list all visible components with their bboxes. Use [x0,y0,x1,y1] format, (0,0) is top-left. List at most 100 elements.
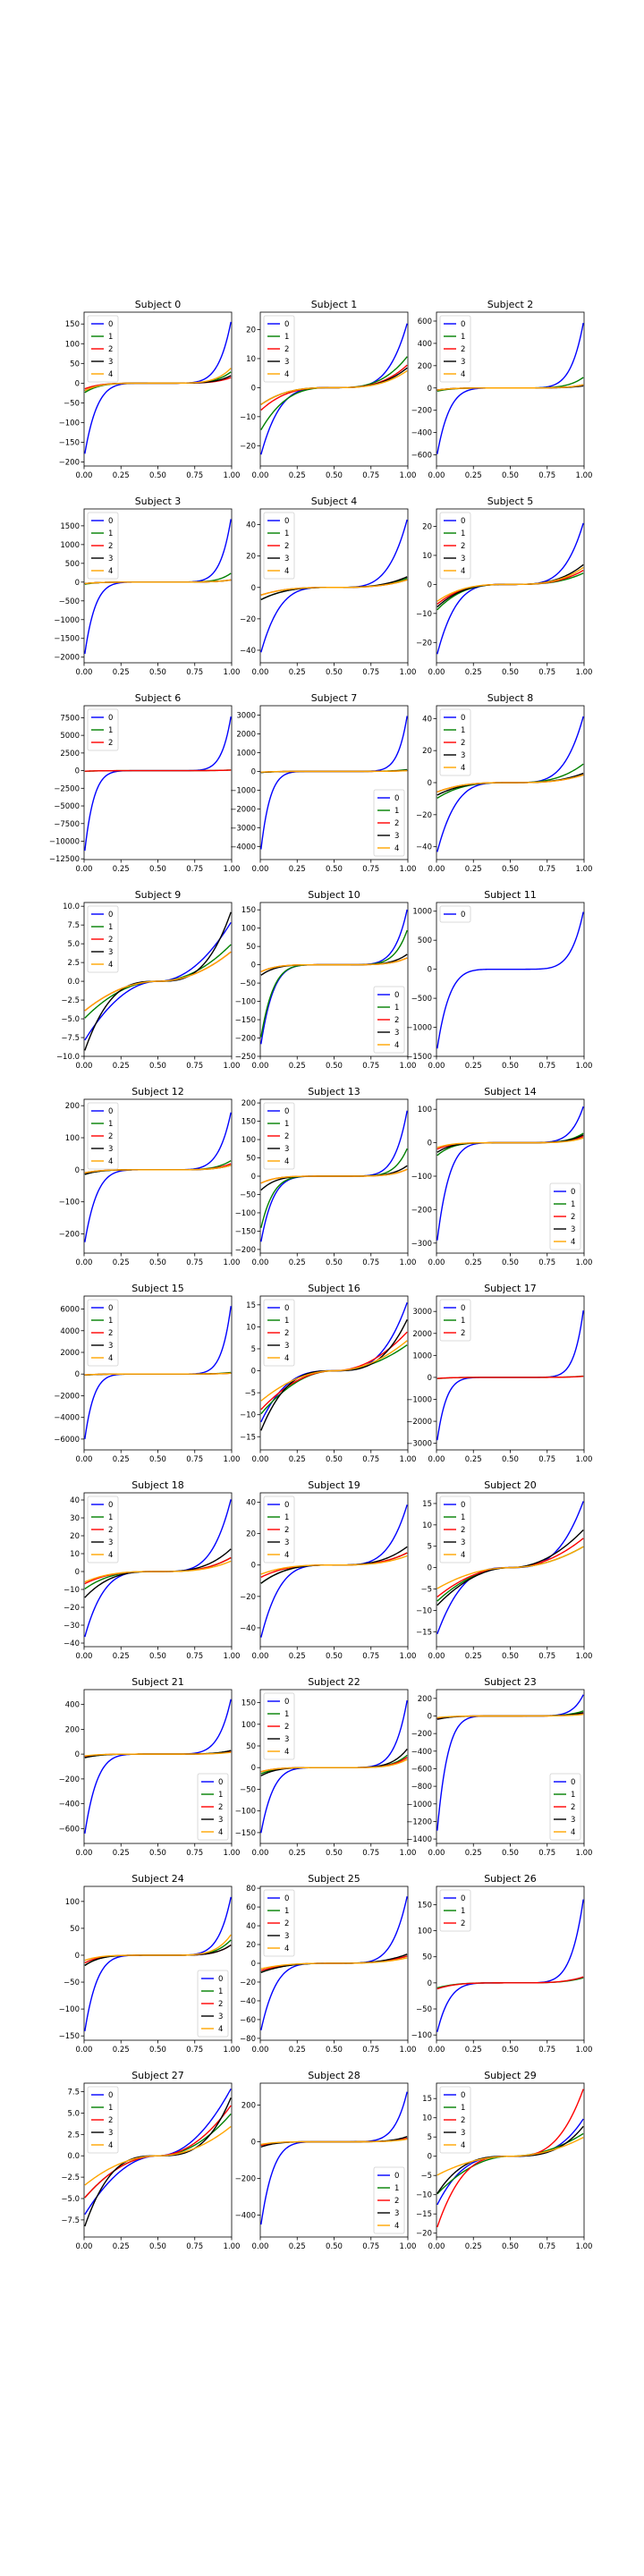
y-tick-label: 20 [246,553,256,562]
subplot-14: Subject 14 0.00 0.25 0.50 0.75 1.00 −300 −200 −1… [411,1086,593,1267]
legend: 0 1 2 3 4 [263,1889,295,1957]
y-tick-label: −1000 [406,1801,432,1809]
legend-label-0: 0 [108,1107,113,1116]
legend-label-1: 1 [394,2184,399,2193]
y-tick-label: −15 [240,1433,256,1442]
x-tick-label: 0.25 [113,1849,130,1858]
y-tick-label: −150 [59,439,80,448]
subplot-title: Subject 28 [308,2070,360,2081]
series-line-4 [260,1957,408,1970]
y-tick-label: 0 [75,767,80,776]
subplot-title: Subject 20 [484,1479,537,1491]
legend-label-2: 2 [394,2197,399,2206]
series-line-4 [260,1758,408,1773]
y-tick-label: 5 [251,1345,256,1354]
x-tick-label: 0.25 [289,1849,306,1858]
y-tick-label: −2500 [54,784,80,793]
y-tick-label: −2000 [230,805,256,814]
y-tick-label: 30 [70,1514,80,1523]
y-tick-label: −50 [64,1979,80,1987]
legend-label-4: 4 [461,567,465,576]
y-tick-label: −50 [240,1785,256,1794]
x-tick-label: 0.00 [252,1455,269,1464]
y-tick-label: −100 [235,1808,256,1817]
y-tick-label: 0.0 [67,2152,80,2161]
x-tick-label: 0.50 [149,471,166,480]
subplot-7: Subject 7 0.00 0.25 0.50 0.75 1.00 −4000 −3000 −… [230,692,416,874]
y-tick-label: 0 [428,2153,432,2162]
legend: 0 1 2 3 4 [263,1692,295,1760]
x-tick-label: 1.00 [576,2242,593,2251]
y-tick-label: 150 [418,1901,432,1910]
x-tick-label: 0.50 [149,2046,166,2055]
x-tick-label: 0.50 [502,865,519,874]
legend-label-0: 0 [461,714,465,723]
subplot-title: Subject 24 [131,1873,184,1885]
y-tick-label: 10 [422,2114,432,2123]
legend-label-0: 0 [394,2172,399,2181]
y-tick-label: 0 [428,1564,432,1573]
series-line-2 [436,1376,584,1379]
series-line-4 [84,368,232,392]
x-tick-label: 0.75 [538,2242,555,2251]
x-tick-label: 0.00 [252,2242,269,2251]
x-tick-label: 1.00 [576,1258,593,1267]
legend: 0 1 2 [439,1889,471,1932]
y-tick-label: 0 [428,779,432,788]
y-tick-label: −10 [416,610,432,619]
subplot-4: Subject 40.00 0.25 0.50 0.75 1.00−40−2002040… [240,496,416,677]
y-tick-label: 200 [418,362,432,371]
y-tick-label: 20 [246,1941,256,1950]
subplot-19: Subject 190.00 0.25 0.50 0.75 1.00−40−200204… [240,1479,416,1661]
subplot-17: Subject 17 0.00 0.25 0.50 0.75 1.00 −3000 −2000… [406,1283,592,1464]
subplot-title: Subject 14 [484,1086,537,1097]
x-tick-label: 0.75 [538,1062,555,1071]
legend-label-3: 3 [394,832,399,841]
y-tick-label: −20 [416,639,432,648]
legend: 0 1 2 3 4 [439,2086,471,2154]
x-tick-label: 0.00 [76,1258,93,1267]
x-tick-label: 0.25 [289,1652,306,1661]
y-tick-label: 0 [251,1562,256,1571]
y-tick-label: −10 [416,1606,432,1615]
x-tick-label: 0.00 [76,1849,93,1858]
legend-label-3: 3 [108,1538,113,1547]
legend-label-0: 0 [108,714,113,723]
legend: 0 1 2 3 4 [263,315,295,383]
legend: 0 1 2 [439,1299,471,1342]
y-tick-label: 50 [70,1925,80,1934]
legend: 0 1 2 3 4 [373,789,405,857]
y-tick-label: −600 [59,1825,80,1834]
x-tick-label: 0.25 [465,1455,482,1464]
legend-label-3: 3 [571,1816,575,1825]
x-tick-label: 0.50 [326,668,343,677]
y-tick-label: −4000 [54,1414,80,1423]
series-line-4 [84,579,232,585]
y-tick-label: −20 [64,1604,80,1613]
x-tick-label: 0.75 [186,1062,203,1071]
legend: 0 1 2 3 4 [87,512,119,580]
x-tick-label: 0.75 [362,668,379,677]
subplot-title: Subject 13 [308,1086,360,1097]
x-tick-label: 0.50 [326,1652,343,1661]
legend-label-2: 2 [461,1526,465,1535]
x-tick-label: 0.50 [326,1062,343,1071]
legend-label-2: 2 [461,1919,465,1928]
legend-label-0: 0 [461,1304,465,1313]
y-tick-label: −150 [235,1016,256,1025]
x-tick-label: 0.25 [465,1652,482,1661]
x-tick-label: 0.75 [186,1258,203,1267]
y-tick-label: 0 [75,579,80,588]
x-tick-label: 1.00 [576,1062,593,1071]
y-tick-label: 0 [75,379,80,388]
subplot-title: Subject 6 [135,692,182,704]
legend-label-4: 4 [461,764,465,773]
axes-frame [436,902,585,1057]
legend-label-2: 2 [461,739,465,748]
legend-label-1: 1 [108,1513,113,1522]
y-tick-label: 50 [246,1155,256,1164]
legend-label-3: 3 [461,751,465,760]
legend-label-2: 2 [461,345,465,354]
y-tick-label: −1200 [406,1818,432,1826]
subplot-title: Subject 12 [131,1086,184,1097]
